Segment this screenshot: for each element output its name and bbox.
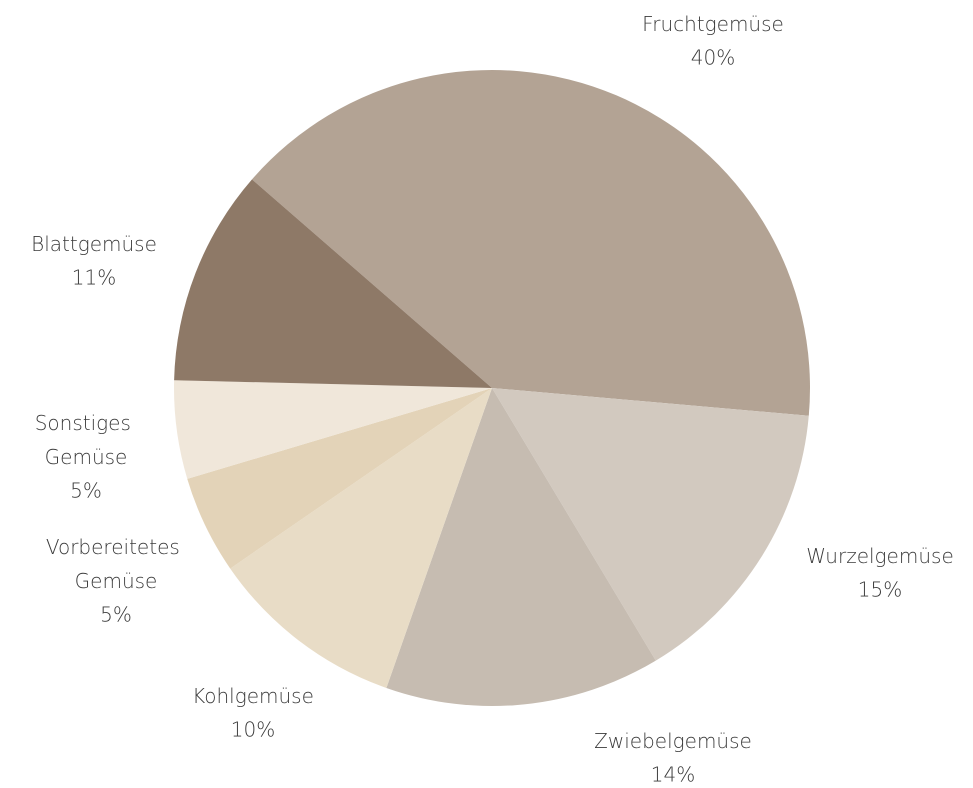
slice-value: 5%	[100, 603, 132, 627]
slice-value: 40%	[691, 46, 735, 70]
pie-slice	[187, 388, 492, 569]
slice-value: 11%	[72, 266, 116, 290]
pie-slice	[252, 70, 811, 416]
label-line: Sonstiges	[35, 411, 138, 435]
slice-value: 14%	[651, 763, 695, 787]
slice-label: Zwiebelgemüse	[594, 729, 752, 753]
slice-label: Blattgemüse	[31, 232, 157, 256]
label-line: Gemüse	[75, 569, 158, 593]
pie-slice	[230, 388, 493, 688]
label-line: Wurzelgemüse	[806, 544, 954, 568]
slice-label: Sonstiges Gemüse	[35, 411, 138, 469]
label-line: Gemüse	[45, 445, 128, 469]
label-line: Kohlgemüse	[192, 684, 314, 708]
label-line: Fruchtgemüse	[642, 12, 784, 36]
slice-value: 15%	[858, 578, 902, 602]
slice-label: Vorbereitetes Gemüse	[46, 535, 186, 593]
pie-slice	[492, 388, 809, 661]
slice-label: Fruchtgemüse	[642, 12, 784, 36]
label-line: Zwiebelgemüse	[594, 729, 752, 753]
slice-label: Kohlgemüse	[192, 684, 314, 708]
pie-slice	[174, 179, 493, 388]
label-line: Vorbereitetes	[46, 535, 186, 559]
slice-value: 5%	[70, 479, 102, 503]
pie-slice	[386, 388, 656, 706]
slice-value: 10%	[231, 718, 275, 742]
pie-slice	[173, 380, 492, 479]
label-line: Blattgemüse	[31, 232, 157, 256]
slice-label: Wurzelgemüse	[806, 544, 954, 568]
